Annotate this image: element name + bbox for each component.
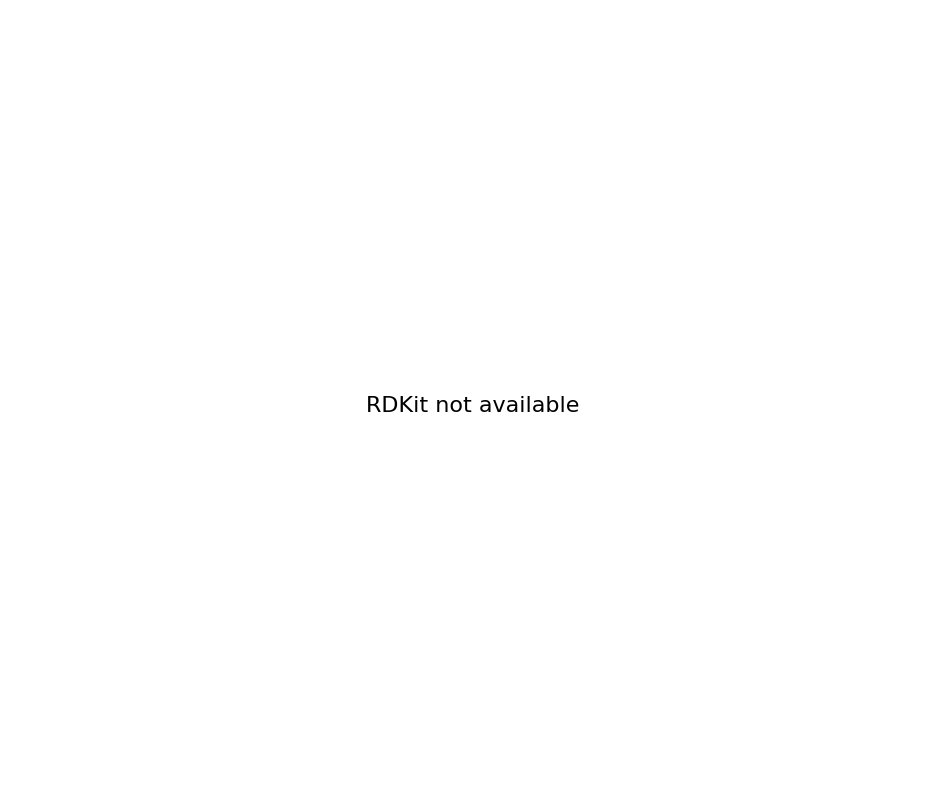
Text: RDKit not available: RDKit not available	[365, 396, 579, 415]
